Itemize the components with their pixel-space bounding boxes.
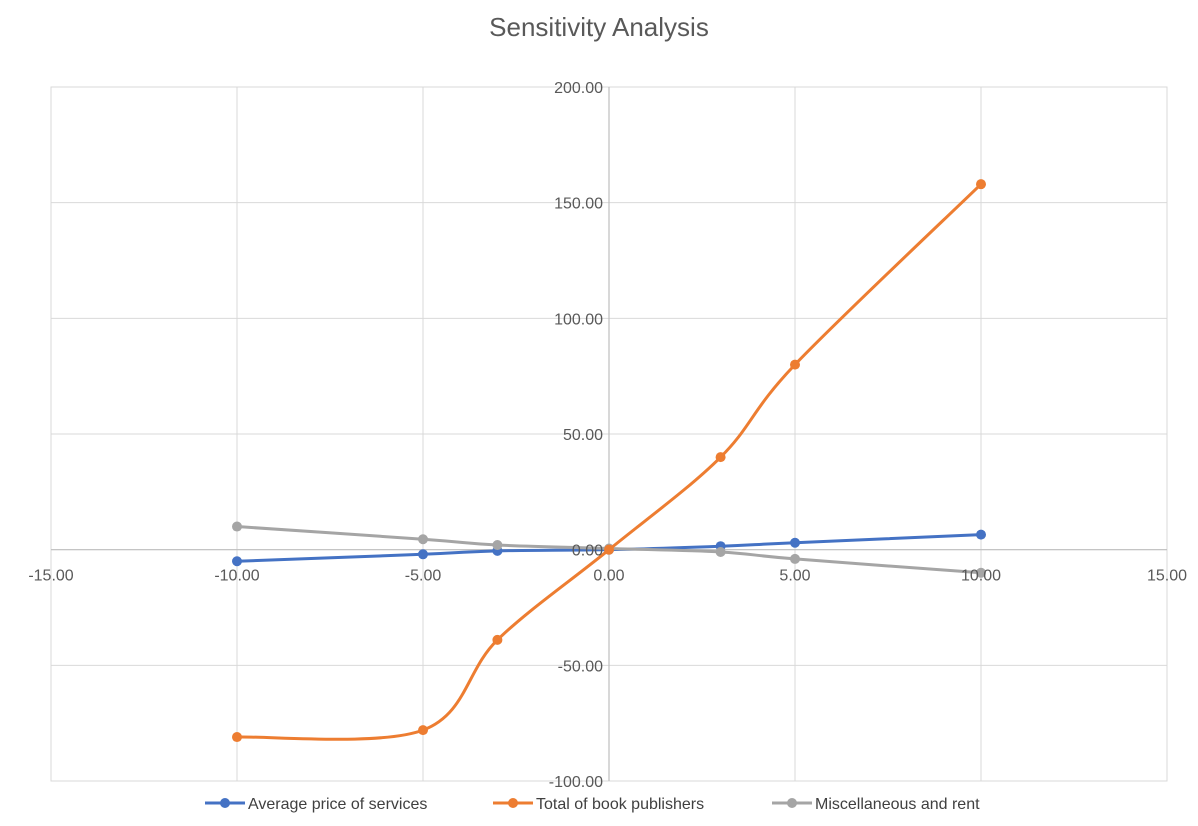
data-point bbox=[790, 553, 800, 564]
y-tick-label: 200.00 bbox=[554, 80, 603, 97]
chart-title: Sensitivity Analysis bbox=[489, 12, 709, 42]
data-point bbox=[790, 537, 800, 548]
legend-item-2: Miscellaneous and rent bbox=[772, 796, 980, 813]
legend-swatch-marker bbox=[508, 798, 518, 808]
x-tick-label: -15.00 bbox=[28, 568, 73, 585]
legend-label: Total of book publishers bbox=[536, 796, 704, 813]
tick-labels: -15.00 -10.00 -5.00 0.00 5.00 10.00 15.00 -100.… bbox=[28, 80, 1187, 791]
data-point bbox=[418, 549, 428, 560]
x-tick-label: -5.00 bbox=[405, 568, 442, 585]
data-point bbox=[418, 534, 428, 545]
x-tick-label: 10.00 bbox=[961, 568, 1001, 585]
data-point bbox=[492, 540, 503, 551]
legend-item-0: Average price of services bbox=[205, 796, 427, 813]
y-tick-label: 100.00 bbox=[554, 311, 603, 328]
legend-item-1: Total of book publishers bbox=[493, 796, 704, 813]
x-tick-label: 5.00 bbox=[779, 568, 810, 585]
legend-swatch-marker bbox=[787, 798, 797, 808]
y-tick-label: 0.00 bbox=[572, 543, 603, 560]
x-tick-label: -10.00 bbox=[214, 568, 259, 585]
data-point bbox=[715, 452, 726, 463]
y-tick-label: -50.00 bbox=[558, 658, 603, 675]
legend-label: Miscellaneous and rent bbox=[815, 796, 980, 813]
data-point bbox=[715, 546, 726, 557]
data-point bbox=[976, 567, 986, 578]
data-point bbox=[418, 725, 428, 736]
data-point bbox=[492, 634, 503, 645]
data-point bbox=[232, 521, 242, 532]
data-point bbox=[604, 544, 614, 555]
data-point bbox=[976, 179, 986, 190]
x-tick-label: 15.00 bbox=[1147, 568, 1187, 585]
y-tick-label: 150.00 bbox=[554, 196, 603, 213]
data-point bbox=[232, 556, 242, 567]
series-layer bbox=[232, 179, 986, 743]
y-tick-label: 50.00 bbox=[563, 427, 603, 444]
series-1 bbox=[232, 179, 986, 743]
legend-swatch-marker bbox=[220, 798, 230, 808]
legend: Average price of services Total of book p… bbox=[205, 796, 980, 813]
legend-label: Average price of services bbox=[248, 796, 427, 813]
x-tick-label: 0.00 bbox=[593, 568, 624, 585]
data-point bbox=[790, 359, 800, 370]
data-point bbox=[976, 529, 986, 540]
data-point bbox=[232, 732, 242, 743]
y-tick-label: -100.00 bbox=[549, 774, 603, 791]
